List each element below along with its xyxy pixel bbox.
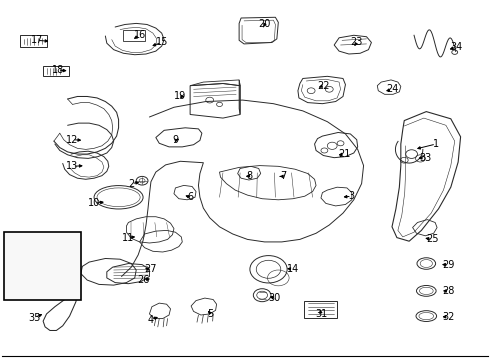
Text: 35: 35 xyxy=(28,312,41,323)
Text: 9: 9 xyxy=(172,135,178,145)
Text: 18: 18 xyxy=(51,65,64,75)
Text: 17: 17 xyxy=(30,35,43,45)
Text: 22: 22 xyxy=(317,81,330,91)
Text: 2: 2 xyxy=(128,179,134,189)
Text: 34: 34 xyxy=(451,42,463,52)
Text: 21: 21 xyxy=(338,149,350,159)
Text: 11: 11 xyxy=(122,233,134,243)
Text: 5: 5 xyxy=(208,309,214,319)
Bar xyxy=(4,232,81,300)
Text: 31: 31 xyxy=(315,309,327,319)
Bar xyxy=(20,35,47,47)
Text: 14: 14 xyxy=(287,264,299,274)
Text: 10: 10 xyxy=(88,198,100,208)
Text: 30: 30 xyxy=(269,293,280,303)
Text: 19: 19 xyxy=(174,91,186,102)
Text: 27: 27 xyxy=(145,264,157,274)
Text: 28: 28 xyxy=(442,286,455,296)
Text: 15: 15 xyxy=(155,37,168,48)
Text: 4: 4 xyxy=(148,315,154,325)
Text: 24: 24 xyxy=(386,84,398,94)
Text: 8: 8 xyxy=(247,171,253,181)
Text: 1: 1 xyxy=(433,139,439,149)
Bar xyxy=(43,66,69,76)
Text: 20: 20 xyxy=(258,19,271,30)
Text: 12: 12 xyxy=(66,135,79,145)
Text: 32: 32 xyxy=(442,312,455,322)
Text: 33: 33 xyxy=(419,153,431,163)
Text: 26: 26 xyxy=(137,275,149,285)
Text: 6: 6 xyxy=(187,192,193,202)
Text: 29: 29 xyxy=(442,260,455,270)
Bar xyxy=(304,301,337,318)
Text: 16: 16 xyxy=(133,30,146,40)
Text: 23: 23 xyxy=(350,37,363,48)
Text: 25: 25 xyxy=(426,234,439,244)
Text: 13: 13 xyxy=(67,161,78,171)
Text: 3: 3 xyxy=(349,191,355,201)
Bar xyxy=(122,30,145,41)
Text: 7: 7 xyxy=(280,171,286,181)
